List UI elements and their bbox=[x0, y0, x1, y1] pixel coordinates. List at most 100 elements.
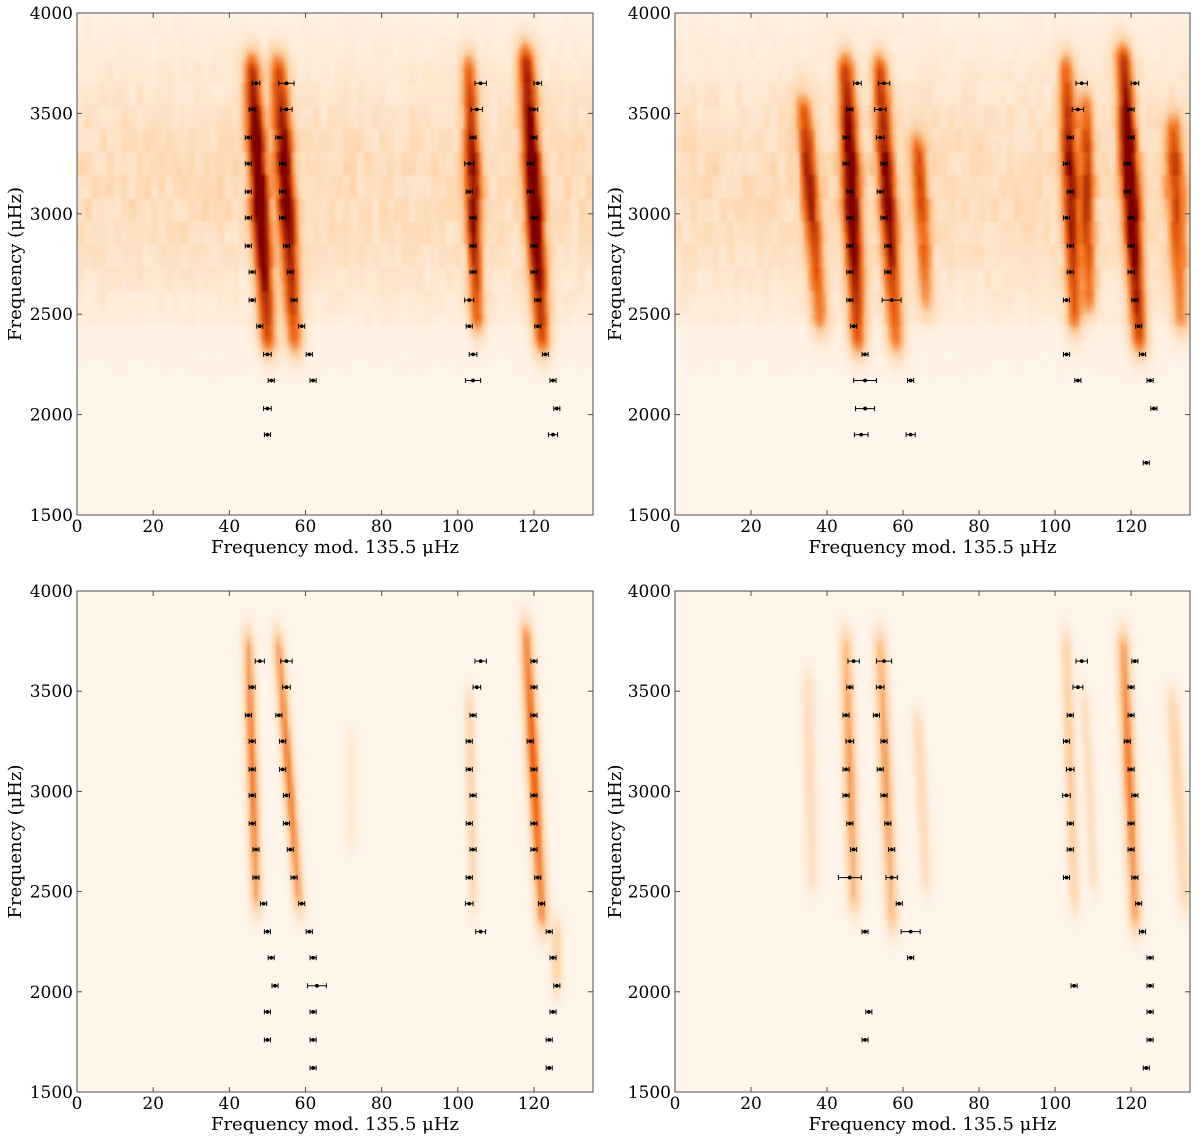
chart-panel-top-right: 0 20 40 60 80 100 120 1500 2000 2500 3000 3500 4000 F… bbox=[605, 4, 1191, 558]
data-point bbox=[244, 712, 252, 718]
data-point bbox=[853, 377, 877, 383]
point-marker bbox=[292, 875, 296, 880]
point-marker bbox=[1064, 298, 1069, 303]
point-marker bbox=[269, 378, 274, 383]
data-point bbox=[464, 901, 474, 907]
x-tick-label: 100 bbox=[1039, 1094, 1071, 1114]
mode-points bbox=[244, 658, 561, 1071]
data-point bbox=[309, 377, 317, 383]
data-point bbox=[534, 297, 542, 303]
mode-points bbox=[244, 80, 561, 438]
data-point bbox=[244, 215, 252, 221]
point-marker bbox=[467, 189, 472, 194]
data-point bbox=[530, 712, 538, 718]
y-axis-label: Frequency (μHz) bbox=[605, 764, 626, 918]
data-point bbox=[282, 820, 290, 826]
point-marker bbox=[882, 161, 886, 166]
data-point bbox=[244, 189, 252, 195]
point-marker bbox=[467, 324, 472, 329]
data-point bbox=[1131, 792, 1139, 798]
data-point bbox=[1066, 269, 1074, 275]
data-point bbox=[465, 766, 473, 772]
point-marker bbox=[478, 81, 483, 86]
plot-frame bbox=[76, 590, 594, 1093]
point-marker bbox=[269, 955, 274, 960]
x-tick-label: 120 bbox=[1115, 1094, 1147, 1114]
point-marker bbox=[863, 1037, 867, 1042]
point-marker bbox=[1129, 215, 1133, 220]
point-marker bbox=[885, 270, 890, 274]
data-point bbox=[286, 269, 294, 275]
y-tick-label: 1500 bbox=[628, 1083, 671, 1103]
point-marker bbox=[878, 767, 883, 772]
point-marker bbox=[280, 189, 285, 194]
data-point bbox=[468, 351, 478, 357]
point-marker bbox=[1068, 767, 1073, 772]
data-point bbox=[290, 297, 298, 303]
point-marker bbox=[1140, 352, 1145, 357]
data-point bbox=[306, 983, 327, 989]
point-marker bbox=[467, 901, 472, 906]
data-point bbox=[465, 189, 473, 195]
point-marker bbox=[284, 244, 289, 248]
data-point bbox=[474, 658, 487, 664]
point-marker bbox=[471, 713, 475, 718]
point-marker bbox=[1132, 81, 1137, 86]
data-point bbox=[545, 1065, 553, 1071]
data-point bbox=[861, 351, 869, 357]
point-marker bbox=[467, 821, 472, 826]
data-point bbox=[905, 432, 916, 438]
point-marker bbox=[535, 324, 540, 329]
data-point bbox=[541, 351, 549, 357]
point-marker bbox=[254, 81, 258, 86]
heatmap-image bbox=[675, 13, 1190, 515]
data-point bbox=[533, 80, 543, 86]
data-point bbox=[309, 1065, 317, 1071]
x-tick-label: 60 bbox=[295, 517, 317, 537]
point-marker bbox=[311, 955, 316, 960]
point-marker bbox=[851, 324, 856, 329]
data-point bbox=[263, 1009, 271, 1015]
point-marker bbox=[1075, 685, 1080, 690]
point-marker bbox=[1129, 847, 1133, 852]
data-point bbox=[1072, 684, 1084, 690]
point-marker bbox=[1064, 215, 1069, 220]
x-tick-label: 120 bbox=[518, 1094, 550, 1114]
point-marker bbox=[878, 189, 883, 194]
heatmap-image bbox=[675, 591, 1190, 1092]
point-marker bbox=[467, 875, 472, 880]
point-marker bbox=[535, 298, 540, 303]
point-marker bbox=[908, 929, 913, 934]
data-point bbox=[275, 712, 283, 718]
point-marker bbox=[254, 875, 258, 880]
data-point bbox=[534, 323, 542, 329]
data-point bbox=[1062, 297, 1071, 303]
point-marker bbox=[551, 1009, 555, 1014]
data-point bbox=[305, 351, 313, 357]
data-point bbox=[465, 323, 473, 329]
data-point bbox=[252, 847, 260, 853]
point-marker bbox=[889, 847, 894, 852]
data-point bbox=[464, 161, 475, 167]
heatmap-image bbox=[77, 591, 593, 1092]
point-marker bbox=[847, 685, 852, 690]
x-tick-label: 40 bbox=[219, 1094, 241, 1114]
data-point bbox=[267, 377, 275, 383]
data-point bbox=[248, 792, 256, 798]
data-point bbox=[1131, 297, 1139, 303]
point-marker bbox=[874, 713, 879, 718]
data-point bbox=[1142, 1065, 1150, 1071]
point-marker bbox=[1132, 793, 1137, 798]
data-point bbox=[885, 875, 898, 881]
point-marker bbox=[551, 432, 555, 437]
data-point bbox=[530, 134, 538, 140]
plot-frame bbox=[674, 12, 1191, 516]
data-point bbox=[248, 820, 256, 826]
x-tick-label: 120 bbox=[1115, 517, 1147, 537]
point-marker bbox=[1148, 955, 1152, 960]
point-marker bbox=[844, 793, 848, 798]
data-point bbox=[469, 269, 477, 275]
point-marker bbox=[1132, 659, 1137, 664]
data-point bbox=[465, 820, 473, 826]
data-point bbox=[1065, 766, 1075, 772]
